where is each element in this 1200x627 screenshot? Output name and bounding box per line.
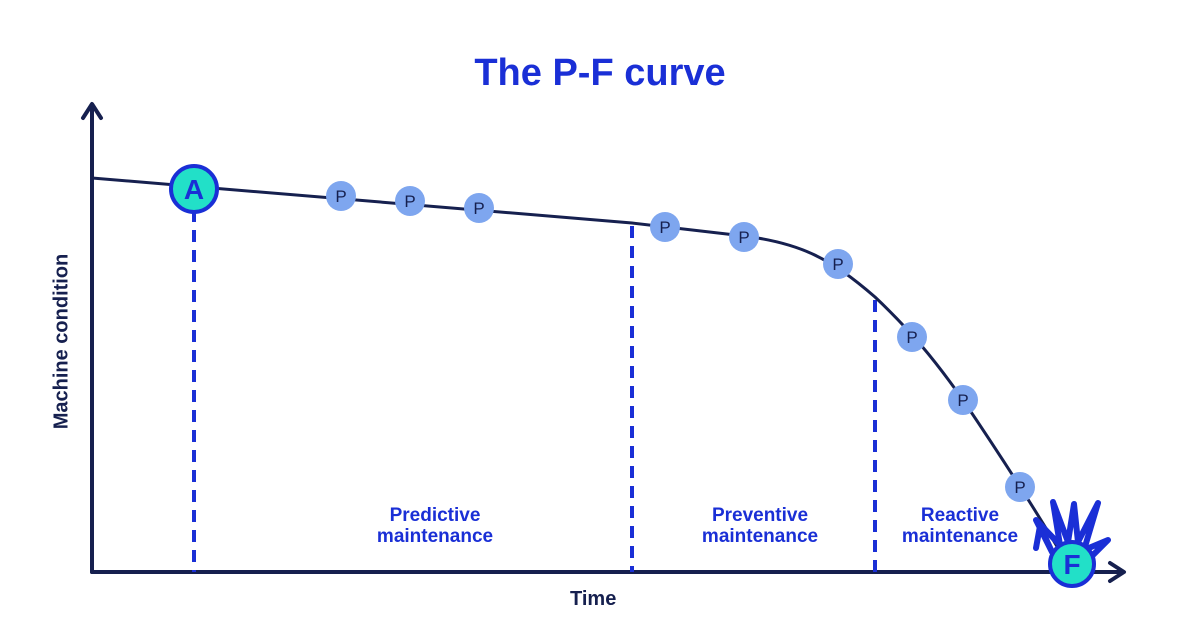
p-marker: P	[897, 322, 927, 352]
p-marker-label: P	[404, 192, 415, 211]
p-marker-label: P	[473, 199, 484, 218]
zone-preventive-label: Preventive maintenance	[655, 505, 865, 547]
point-f-label: F	[1063, 549, 1080, 580]
zone-preventive-line1: Preventive	[711, 505, 809, 526]
p-marker: P	[326, 181, 356, 211]
zone-predictive-line2: maintenance	[376, 526, 494, 547]
zone-reactive-line2: maintenance	[901, 526, 1019, 547]
diagram-title: The P-F curve	[474, 52, 726, 94]
p-marker: P	[464, 193, 494, 223]
p-marker: P	[395, 186, 425, 216]
x-axis	[90, 561, 1126, 583]
p-marker-label: P	[738, 228, 749, 247]
y-axis-label: Machine condition	[50, 253, 73, 430]
zone-preventive-line2: maintenance	[701, 526, 819, 547]
p-marker: P	[948, 385, 978, 415]
p-marker-label: P	[906, 328, 917, 347]
p-marker-label: P	[659, 218, 670, 237]
p-marker-label: P	[832, 255, 843, 274]
p-marker-label: P	[957, 391, 968, 410]
p-marker: P	[1005, 472, 1035, 502]
zone-reactive-label: Reactive maintenance	[855, 505, 1065, 547]
x-axis-label: Time	[570, 588, 617, 610]
p-marker-label: P	[1014, 478, 1025, 497]
zone-reactive-line1: Reactive	[920, 505, 1000, 526]
point-f-marker: F	[1048, 540, 1096, 588]
p-marker: P	[650, 212, 680, 242]
zone-predictive-line1: Predictive	[389, 505, 481, 526]
p-marker: P	[729, 222, 759, 252]
y-axis	[81, 102, 103, 574]
point-a-marker: A	[169, 164, 219, 214]
p-marker-label: P	[335, 187, 346, 206]
zone-predictive-label: Predictive maintenance	[330, 505, 540, 547]
point-a-label: A	[184, 174, 204, 205]
p-marker: P	[823, 249, 853, 279]
